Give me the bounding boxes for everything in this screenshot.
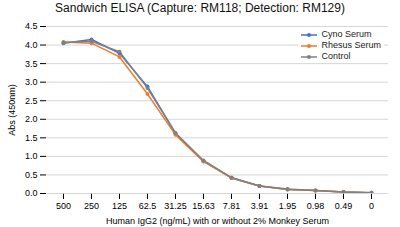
svg-text:3.5: 3.5 [25,58,38,68]
svg-text:3.91: 3.91 [251,201,269,211]
svg-text:250: 250 [84,201,99,211]
svg-text:31.25: 31.25 [164,201,187,211]
svg-text:4.0: 4.0 [25,40,38,50]
svg-text:7.81: 7.81 [223,201,241,211]
html-text:Cyno Serum: Cyno Serum [321,29,372,39]
svg-text:15.63: 15.63 [192,201,215,211]
svg-text:0.98: 0.98 [307,201,325,211]
svg-text:1.95: 1.95 [279,201,297,211]
svg-text:1.0: 1.0 [25,151,38,161]
html-text:Rhesus Serum: Rhesus Serum [321,40,381,50]
svg-text:62.5: 62.5 [139,201,157,211]
svg-text:1.5: 1.5 [25,133,38,143]
svg-text:3.0: 3.0 [25,77,38,87]
svg-text:0.49: 0.49 [335,201,353,211]
svg-text:Human IgG2 (ng/mL) with or wit: Human IgG2 (ng/mL) with or without 2% Mo… [106,216,329,226]
svg-text:500: 500 [56,201,71,211]
svg-text:4.5: 4.5 [25,21,38,31]
svg-text:0.0: 0.0 [25,188,38,198]
html-text:Control: Control [321,51,351,61]
svg-text:2.0: 2.0 [25,114,38,124]
svg-text:125: 125 [112,201,127,211]
svg-text:0: 0 [369,201,374,211]
svg-text:Abs (450nm): Abs (450nm) [7,84,17,136]
svg-text:2.5: 2.5 [25,96,38,106]
html-text:Sandwich ELISA (Capture: RM118: Sandwich ELISA (Capture: RM118; Detectio… [55,1,345,15]
svg-text:0.5: 0.5 [25,170,38,180]
